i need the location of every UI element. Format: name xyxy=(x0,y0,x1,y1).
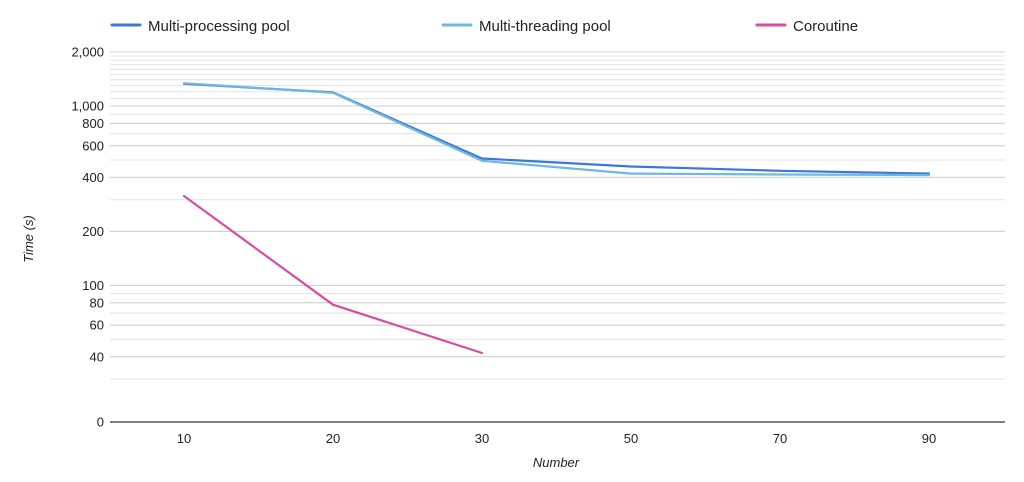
y-tick-label: 600 xyxy=(82,138,104,153)
x-tick-label: 30 xyxy=(475,431,489,446)
series-lines xyxy=(182,82,931,355)
series-line-multi-threading-pool xyxy=(182,82,931,177)
y-axis-title: Time (s) xyxy=(21,215,36,263)
y-tick-label: 200 xyxy=(82,224,104,239)
legend-label-multi-threading-pool: Multi-threading pool xyxy=(479,18,611,35)
legend-label-multi-processing-pool: Multi-processing pool xyxy=(148,18,290,35)
legend-label-coroutine: Coroutine xyxy=(793,18,858,35)
y-tick-label: 60 xyxy=(90,318,104,333)
x-tick-label: 20 xyxy=(326,431,340,446)
x-tick-label: 50 xyxy=(624,431,638,446)
y-tick-label: 0 xyxy=(97,415,104,430)
x-axis-title: Number xyxy=(533,455,580,470)
x-tick-label: 10 xyxy=(177,431,191,446)
y-tick-label: 2,000 xyxy=(71,45,104,60)
gridlines xyxy=(110,51,1005,380)
series-line-coroutine xyxy=(182,194,484,355)
legend: Multi-processing pool Multi-threading poo… xyxy=(110,18,858,35)
x-tick-label: 90 xyxy=(922,431,936,446)
x-tick-label: 70 xyxy=(773,431,787,446)
y-tick-label: 400 xyxy=(82,170,104,185)
y-tick-label: 800 xyxy=(82,116,104,131)
y-tick-label: 80 xyxy=(90,295,104,310)
y-tick-label: 1,000 xyxy=(71,99,104,114)
y-tick-label: 100 xyxy=(82,278,104,293)
y-tick-label: 40 xyxy=(90,349,104,364)
